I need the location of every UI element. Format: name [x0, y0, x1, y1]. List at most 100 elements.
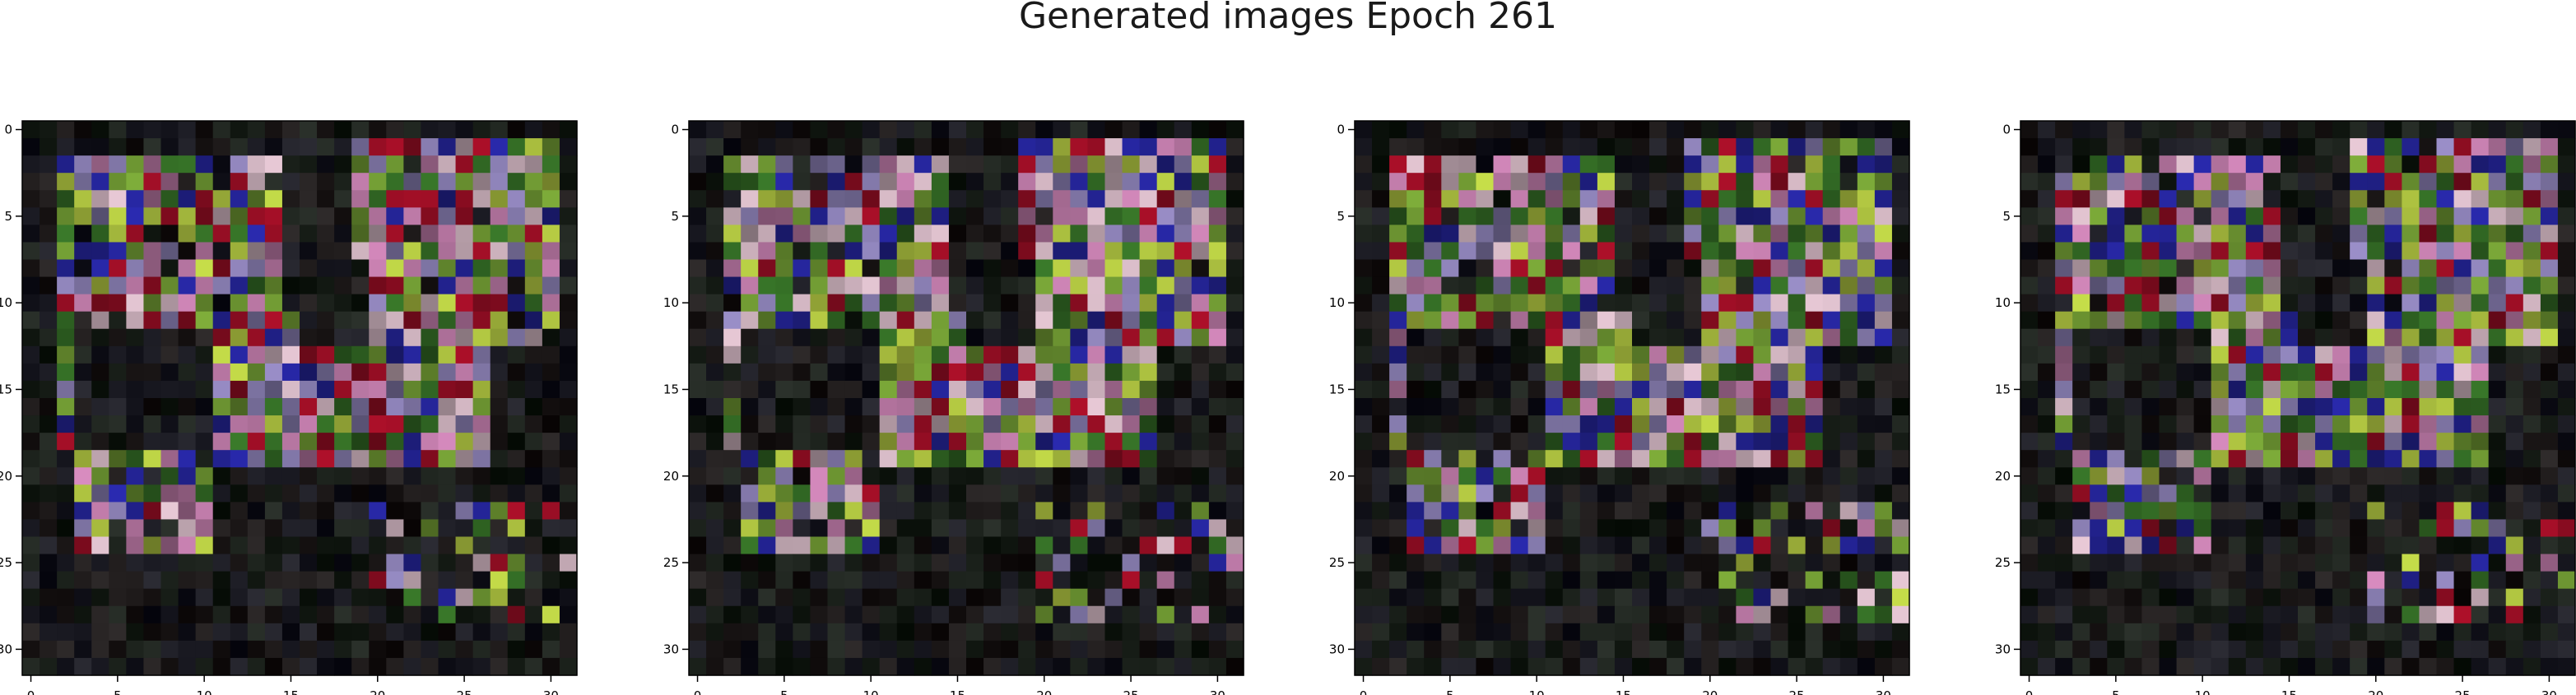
pixel: [1891, 536, 1910, 555]
pixel: [1407, 345, 1425, 364]
pixel: [1139, 554, 1158, 572]
pixel: [914, 484, 932, 503]
pixel: [212, 242, 231, 261]
pixel: [931, 242, 950, 261]
pixel: [334, 276, 352, 295]
pixel: [143, 554, 162, 572]
pixel: [1770, 190, 1789, 208]
pixel: [386, 311, 404, 330]
pixel: [2540, 242, 2559, 261]
pixel: [2090, 398, 2108, 416]
pixel: [2107, 242, 2125, 261]
pixel: [2141, 155, 2160, 174]
pixel: [1649, 450, 1667, 468]
pixel: [2540, 605, 2559, 624]
pixel: [2367, 328, 2385, 347]
pixel: [126, 433, 145, 451]
pixel: [1104, 415, 1123, 433]
pixel: [2367, 225, 2385, 243]
pixel: [1805, 467, 1824, 485]
pixel: [775, 207, 793, 225]
pixel: [2072, 138, 2090, 156]
pixel: [74, 519, 92, 538]
pixel: [1614, 276, 1633, 295]
pixel: [1545, 640, 1564, 659]
pixel: [1493, 276, 1512, 295]
pixel: [1839, 345, 1858, 364]
pixel: [559, 588, 578, 607]
pixel: [1441, 363, 1459, 382]
pixel: [91, 657, 109, 676]
pixel: [879, 380, 898, 399]
pixel: [212, 605, 231, 624]
pixel: [1389, 657, 1407, 676]
pixel: [1053, 155, 1071, 174]
pixel: [1156, 121, 1175, 139]
pixel: [542, 207, 560, 225]
pixel: [1087, 484, 1106, 503]
pixel: [862, 657, 881, 676]
pixel: [1389, 640, 1407, 659]
pixel: [74, 138, 92, 156]
pixel: [1139, 155, 1158, 174]
pixel: [1597, 345, 1616, 364]
pixel: [1545, 155, 1564, 174]
pixel: [2107, 657, 2125, 676]
pixel: [1822, 345, 1841, 364]
pixel: [810, 623, 829, 642]
pixel: [1805, 173, 1824, 191]
pixel: [1087, 536, 1106, 555]
pixel: [2471, 207, 2490, 225]
pixel: [2055, 259, 2073, 278]
pixel: [689, 554, 707, 572]
pixel: [1174, 571, 1193, 590]
pixel: [1753, 605, 1772, 624]
y-tick-label: 30: [1995, 642, 2011, 656]
pixel: [160, 242, 179, 261]
pixel: [2141, 259, 2160, 278]
pixel: [247, 311, 266, 330]
pixel: [559, 259, 578, 278]
pixel: [1684, 294, 1702, 313]
pixel: [403, 345, 422, 364]
pixel: [472, 225, 491, 243]
pixel: [2193, 398, 2212, 416]
pixel: [524, 502, 543, 521]
pixel: [351, 502, 370, 521]
pixel: [862, 345, 881, 364]
pixel: [1805, 155, 1824, 174]
pixel: [1104, 484, 1123, 503]
pixel: [1372, 623, 1390, 642]
pixel: [369, 484, 387, 503]
pixel: [1372, 640, 1390, 659]
pixel: [542, 640, 560, 659]
pixel: [2107, 605, 2125, 624]
pixel: [1597, 554, 1616, 572]
pixel: [1139, 433, 1158, 451]
pixel: [40, 536, 58, 555]
pixel: [2055, 121, 2073, 139]
axes-frame: [1354, 120, 1910, 676]
pixel: [160, 121, 179, 139]
pixel: [507, 173, 526, 191]
pixel: [1891, 380, 1910, 399]
pixel: [2453, 657, 2472, 676]
pixel: [91, 328, 109, 347]
pixel: [317, 554, 335, 572]
pixel: [844, 398, 863, 416]
pixel: [2090, 121, 2108, 139]
pixel: [1527, 380, 1546, 399]
pixel: [507, 640, 526, 659]
pixel: [1632, 484, 1650, 503]
pixel: [879, 294, 898, 313]
pixel: [2262, 363, 2281, 382]
pixel: [1545, 484, 1564, 503]
pixel: [758, 415, 776, 433]
pixel: [1701, 190, 1719, 208]
pixel: [455, 311, 474, 330]
pixel: [2124, 121, 2143, 139]
pixel: [1225, 519, 1244, 538]
pixel: [1070, 173, 1089, 191]
pixel: [2193, 623, 2212, 642]
pixel: [1493, 311, 1512, 330]
